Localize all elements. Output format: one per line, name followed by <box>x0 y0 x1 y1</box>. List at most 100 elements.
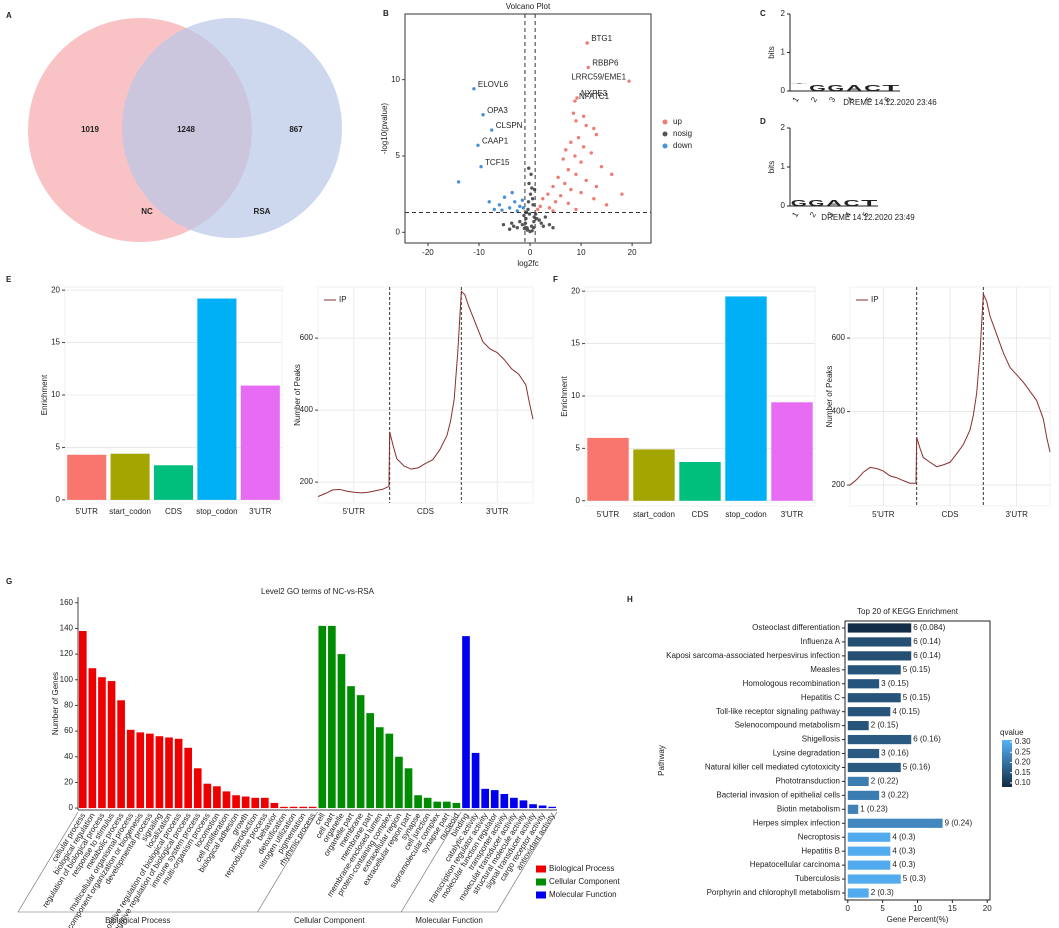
point <box>535 207 540 212</box>
bar <box>847 734 912 745</box>
point <box>574 207 578 212</box>
logo-letter: G <box>791 87 808 88</box>
group-divider <box>496 811 558 913</box>
bar <box>232 795 240 809</box>
bar <box>404 768 413 809</box>
point <box>526 207 530 212</box>
x-tick-label: CDS <box>417 507 434 516</box>
colorbar-tick-label: 0.10 <box>1015 778 1031 787</box>
point <box>522 226 527 231</box>
gene-label: OPA3 <box>487 106 508 115</box>
point <box>528 192 533 196</box>
point <box>538 204 542 209</box>
bar <box>88 668 97 809</box>
point <box>513 200 517 204</box>
colorbar-tick-label: 0.25 <box>1015 747 1031 756</box>
bar <box>847 776 869 787</box>
point <box>573 154 577 158</box>
bar <box>847 651 912 661</box>
point <box>530 197 535 201</box>
point <box>551 184 555 189</box>
bar <box>847 762 901 773</box>
colorbar-tick-label: 0.15 <box>1015 768 1031 777</box>
legend-swatch <box>536 878 546 886</box>
point <box>537 218 541 222</box>
point <box>581 145 586 149</box>
x-tick-label: 3 <box>826 210 836 219</box>
bar <box>548 806 557 809</box>
region-count: 1019 <box>81 125 99 134</box>
value-label: 2 (0.22) <box>871 777 899 786</box>
bar <box>679 461 721 501</box>
logo-letter: G <box>808 200 825 208</box>
x-axis-label: Gene Percent(%) <box>887 915 949 924</box>
x-tick-label: 5 <box>864 95 874 104</box>
bar <box>146 733 154 809</box>
bar <box>184 747 193 809</box>
legend-label: up <box>673 117 682 126</box>
x-tick-label: 20 <box>628 248 637 257</box>
bar <box>213 786 221 809</box>
bar <box>847 860 891 870</box>
legend-swatch <box>662 143 668 149</box>
point <box>518 219 522 224</box>
x-tick-label: start_codon <box>109 507 151 516</box>
bar <box>847 637 912 647</box>
point <box>531 226 536 230</box>
bar <box>308 806 317 809</box>
data-line <box>849 293 1051 486</box>
point <box>558 193 563 198</box>
point <box>507 227 512 231</box>
point <box>569 140 573 144</box>
bar <box>67 454 107 500</box>
logo-letter: C <box>844 200 863 208</box>
gene-label: RBBP6 <box>592 59 619 68</box>
y-tick-label: 600 <box>832 333 846 342</box>
y-tick-label: 200 <box>832 480 846 489</box>
point <box>509 221 514 225</box>
x-tick-label: 2 <box>808 210 818 219</box>
point <box>520 198 525 202</box>
bar <box>280 806 288 809</box>
gene-label: LRRC59/EME1 <box>571 72 626 81</box>
set-label: RSA <box>254 207 271 216</box>
bar <box>289 806 298 809</box>
point <box>543 215 548 219</box>
y-axis-label: Number of Genes <box>51 672 60 735</box>
y-axis-label: Enrichment <box>40 374 49 415</box>
point <box>512 224 516 228</box>
panel-letter: C <box>760 9 766 18</box>
y-tick-label: 160 <box>60 598 74 607</box>
y-tick-label: 80 <box>64 701 73 710</box>
x-tick-label: 4 <box>843 210 853 219</box>
bar <box>98 677 106 809</box>
x-tick-label: 20 <box>983 904 992 913</box>
x-tick-label: stop_codon <box>725 510 766 519</box>
x-tick-label: 5'UTR <box>597 510 620 519</box>
point <box>620 192 624 196</box>
x-tick-label: 1 <box>790 210 800 219</box>
point <box>521 206 526 210</box>
bar <box>847 790 880 800</box>
venn-circle <box>122 18 342 238</box>
point <box>566 168 571 172</box>
gene-label: ELOVL6 <box>478 80 509 89</box>
point <box>589 151 593 155</box>
y-tick-label: 10 <box>391 75 400 84</box>
bar <box>847 832 891 842</box>
bar <box>193 768 202 809</box>
bar <box>847 748 880 759</box>
panel-letter: D <box>760 117 766 126</box>
legend-swatch <box>536 891 546 899</box>
point <box>569 187 573 192</box>
bar <box>299 806 307 809</box>
bar <box>366 713 375 809</box>
bar <box>847 707 891 717</box>
point <box>525 228 529 232</box>
colorbar <box>1002 740 1012 787</box>
y-axis-label: Enrichment <box>560 375 569 416</box>
y-tick-label: Phototransduction <box>776 777 841 786</box>
data-line <box>317 290 534 497</box>
y-axis-label: -log10(pvalue) <box>380 103 389 154</box>
x-tick-label: 3'UTR <box>781 510 804 519</box>
